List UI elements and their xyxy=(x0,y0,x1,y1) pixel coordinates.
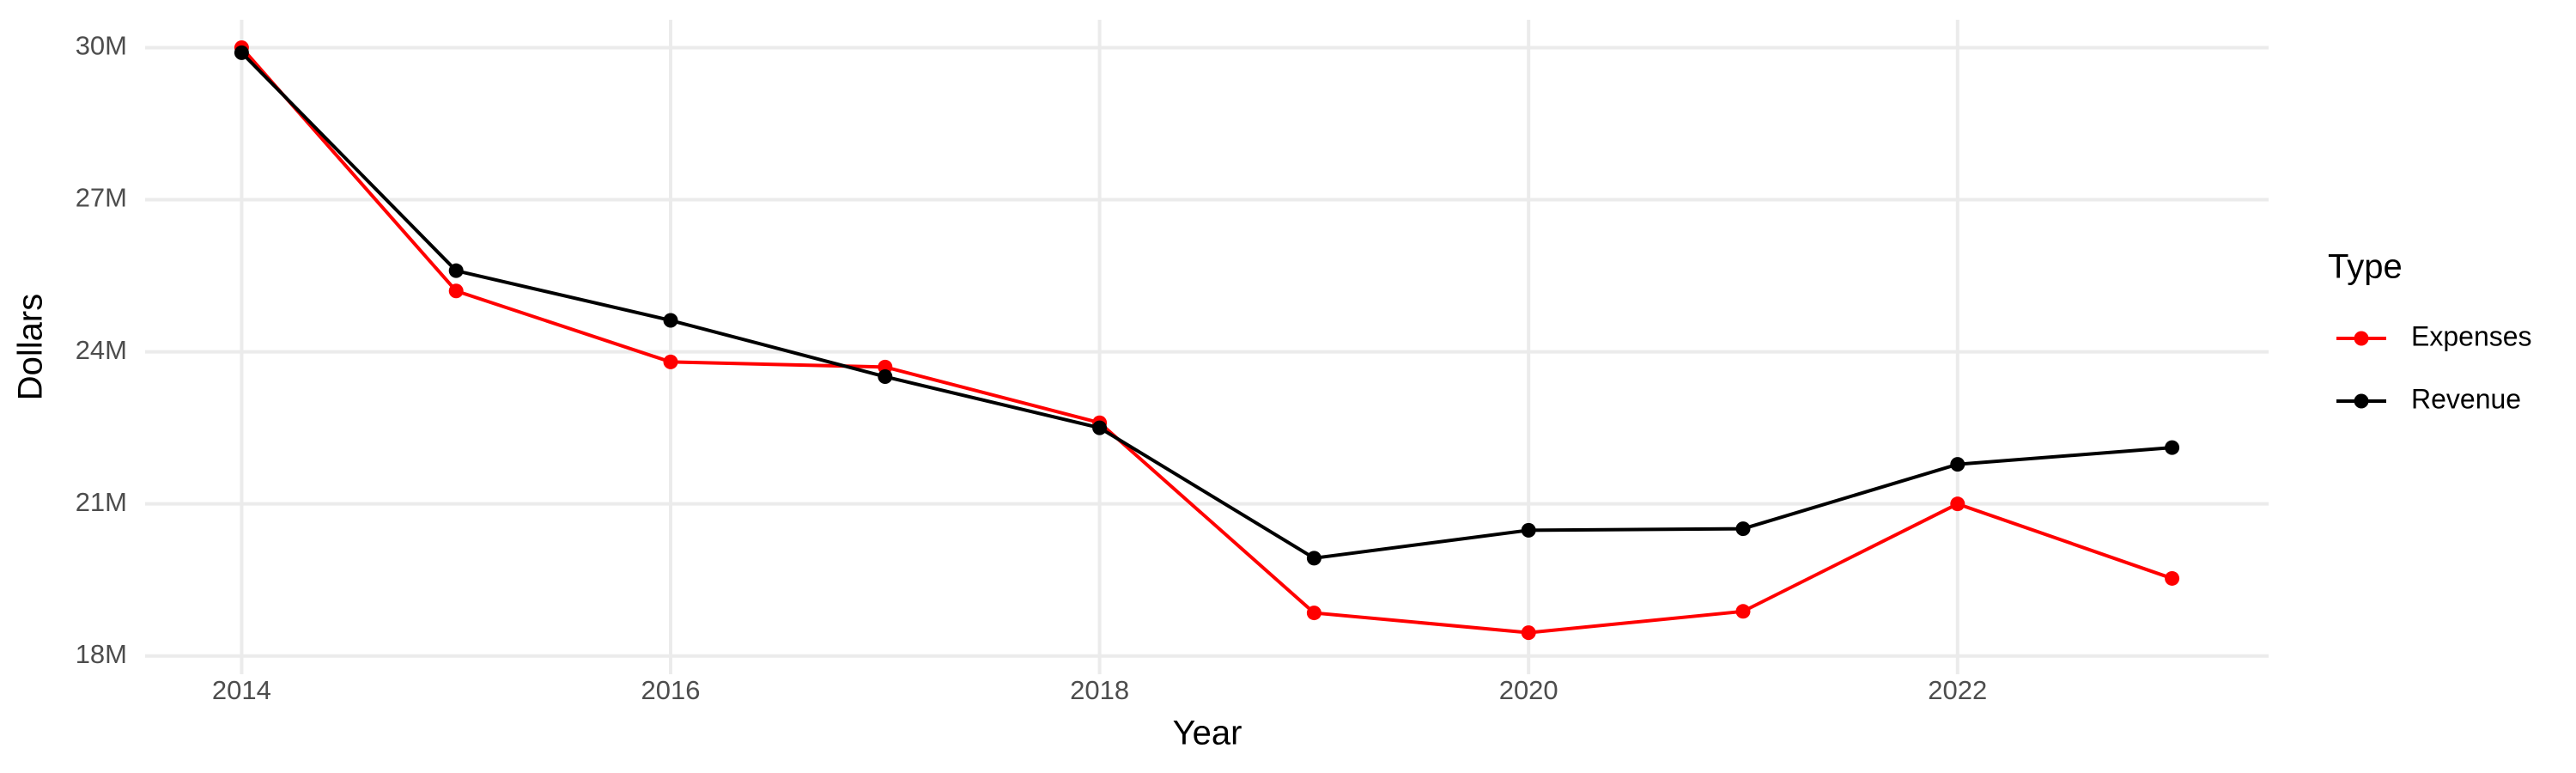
y-axis-title: Dollars xyxy=(12,294,50,400)
x-tick-label: 2014 xyxy=(212,675,271,705)
x-tick-label: 2020 xyxy=(1499,675,1558,705)
legend-marker xyxy=(2354,393,2369,409)
data-point xyxy=(1092,420,1108,435)
data-point xyxy=(1735,604,1751,619)
legend-title: Type xyxy=(2328,248,2403,286)
data-point xyxy=(234,45,249,60)
data-point xyxy=(1521,522,1536,538)
legend-label: Expenses xyxy=(2411,320,2532,351)
legend-label: Revenue xyxy=(2411,383,2521,414)
data-point xyxy=(2165,570,2180,586)
data-point xyxy=(663,313,678,328)
y-tick-label: 27M xyxy=(76,183,127,213)
data-point xyxy=(1735,521,1751,537)
series-line xyxy=(240,46,2173,635)
x-tick-label: 2022 xyxy=(1928,675,1987,705)
x-axis-title: Year xyxy=(1173,715,1242,752)
x-tick-label: 2016 xyxy=(641,675,701,705)
x-tick-label: 2018 xyxy=(1070,675,1129,705)
data-point xyxy=(1950,457,1965,472)
data-point xyxy=(1521,625,1536,641)
series-line xyxy=(240,51,2172,560)
y-tick-label: 18M xyxy=(76,639,127,669)
y-tick-label: 30M xyxy=(76,31,127,61)
data-point xyxy=(2165,440,2180,455)
data-point xyxy=(878,369,893,385)
data-point xyxy=(663,354,678,369)
y-tick-label: 24M xyxy=(76,335,127,365)
data-point xyxy=(1950,496,1965,512)
legend-marker xyxy=(2354,331,2369,346)
data-point xyxy=(1306,551,1321,566)
data-point xyxy=(1306,606,1321,621)
data-point xyxy=(448,283,464,299)
y-tick-label: 21M xyxy=(76,487,127,517)
data-point xyxy=(448,263,464,278)
